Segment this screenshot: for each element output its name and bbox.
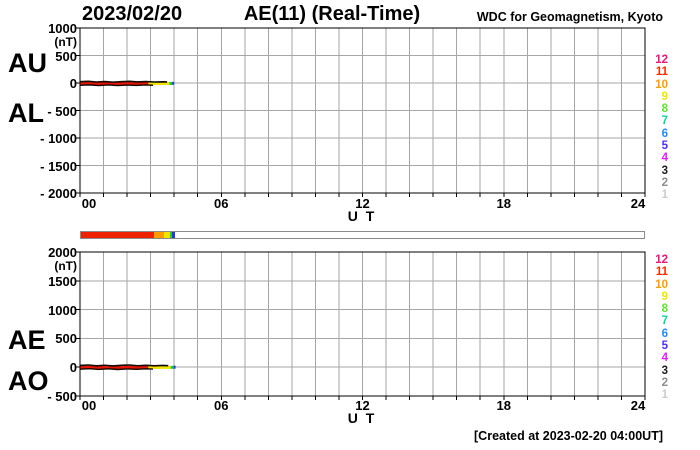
station-count-legend-top: 12 11 10 9 8 7 6 5 4 3 2 1 [632, 54, 668, 202]
data-traces [79, 364, 176, 371]
x-tick-label: 18 [496, 196, 511, 211]
station-count-12: 12 [655, 54, 668, 66]
x-tick-label: 06 [214, 398, 229, 413]
x-tick-label: 18 [496, 398, 511, 413]
station-count-3: 3 [661, 364, 668, 377]
plot-title: AE(11) (Real-Time) [243, 3, 421, 25]
station-count-1: 1 [661, 189, 668, 202]
trace-AE [79, 364, 169, 367]
ut-axis-title-bottom: U T [347, 410, 377, 426]
panel-svg-0 [75, 27, 646, 197]
unit-label-bottom: (nT) [54, 259, 77, 273]
x-tick-label: 24 [630, 196, 646, 211]
x-tick-label: 12 [355, 398, 370, 413]
y-tick-label: 1500 [48, 273, 77, 289]
availability-segment [81, 232, 154, 238]
station-count-10: 10 [655, 278, 668, 291]
plot-border [79, 251, 646, 397]
plot-source: WDC for Geomagnetism, Kyoto [476, 10, 663, 24]
trace-AL [79, 84, 154, 87]
axis-ticks [75, 27, 646, 197]
station-count-12: 12 [655, 254, 668, 266]
trace-AO [79, 367, 154, 371]
station-count-4: 4 [661, 352, 668, 365]
station-count-11: 11 [655, 66, 668, 79]
station-count-3: 3 [661, 164, 668, 177]
axis-ticks [75, 251, 646, 400]
station-count-4: 4 [661, 152, 668, 165]
gridlines [80, 28, 645, 193]
station-count-11: 11 [655, 266, 668, 279]
axis-label-al: AL [8, 98, 44, 128]
axis-label-ao: AO [8, 366, 49, 396]
x-tick-label: 00 [81, 196, 97, 211]
x-tick-label: 00 [81, 398, 97, 413]
availability-segment [172, 232, 175, 238]
y-tick-label: 500 [55, 48, 77, 64]
x-tick-label: 12 [355, 196, 370, 211]
availability-segment [170, 232, 173, 238]
axis-label-ae: AE [8, 325, 46, 355]
y-tick-label: 0 [69, 76, 77, 91]
y-tick-label: - 2000 [40, 186, 77, 201]
gridlines [80, 252, 645, 396]
plot-border [79, 27, 646, 194]
y-tick-label: 1000 [48, 302, 77, 318]
y-tick-label: - 500 [47, 103, 77, 119]
station-count-8: 8 [661, 303, 668, 316]
station-count-5: 5 [661, 340, 668, 353]
data-traces [79, 80, 175, 87]
y-tick-label: 0 [69, 360, 77, 376]
y-tick-label: - 500 [47, 389, 77, 404]
station-count-10: 10 [655, 78, 668, 91]
station-count-2: 2 [661, 176, 668, 189]
ut-axis-title-top: U T [347, 208, 377, 224]
x-tick-label: 06 [214, 196, 229, 211]
station-count-6: 6 [661, 327, 668, 340]
trace-AE-AO-band-11-stations [79, 365, 154, 370]
y-tick-label: - 1000 [40, 131, 77, 146]
station-count-5: 5 [661, 140, 668, 153]
y-tick-label: - 1500 [40, 158, 77, 174]
trace-AU [79, 80, 168, 83]
availability-segment [164, 232, 171, 238]
station-count-1: 1 [661, 389, 668, 402]
availability-segment [153, 232, 165, 238]
axis-label-au: AU [8, 48, 47, 78]
station-count-8: 8 [661, 103, 668, 116]
x-tick-label: 24 [630, 398, 646, 413]
plot-date: 2023/02/20 [82, 3, 183, 25]
created-timestamp: [Created at 2023-02-20 04:00UT] [474, 429, 663, 443]
station-count-9: 9 [661, 90, 668, 103]
station-count-7: 7 [661, 315, 668, 328]
station-count-2: 2 [661, 376, 668, 389]
station-count-7: 7 [661, 115, 668, 128]
y-tick-label: 1000 [48, 21, 77, 36]
station-count-legend-bottom: 12 11 10 9 8 7 6 5 4 3 2 1 [632, 254, 668, 402]
station-count-9: 9 [661, 290, 668, 303]
y-tick-label: 500 [55, 331, 77, 347]
panel-svg-1 [75, 251, 646, 400]
y-tick-label: 2000 [48, 245, 77, 260]
unit-label-top: (nT) [54, 35, 77, 49]
data-availability-bar [80, 231, 645, 239]
station-count-6: 6 [661, 127, 668, 140]
